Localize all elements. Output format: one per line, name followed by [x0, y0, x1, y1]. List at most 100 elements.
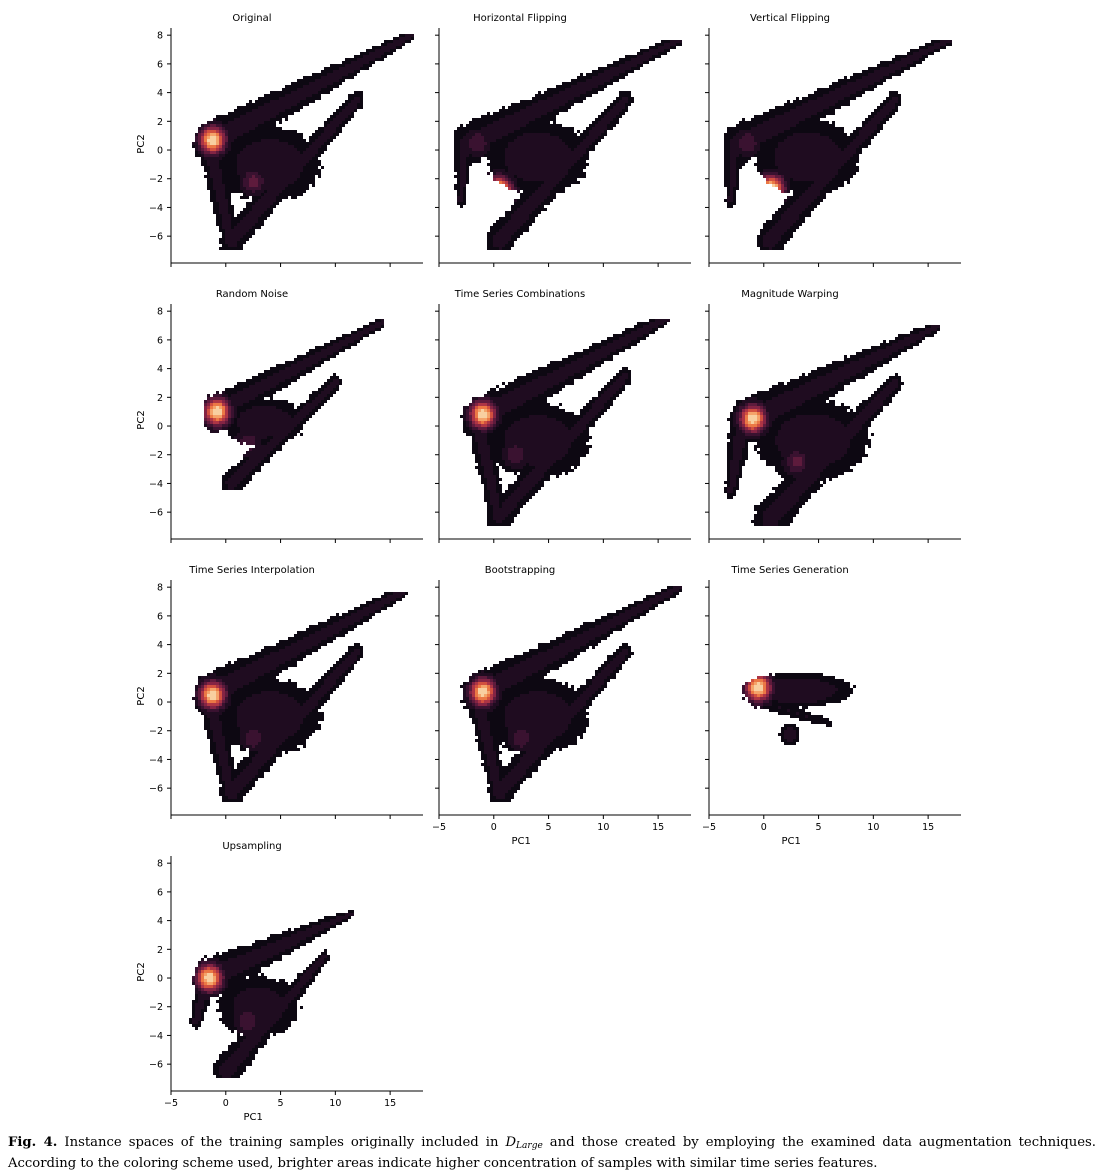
heatmap-cell [261, 130, 264, 133]
heatmap-cell [601, 67, 604, 70]
heatmap-cell [751, 118, 754, 121]
heatmap-cell [934, 40, 937, 43]
heatmap-cell [526, 202, 529, 205]
heatmap-cell [261, 100, 264, 103]
heatmap-cell [514, 127, 517, 130]
heatmap-cell [457, 172, 460, 175]
heatmap-cell [646, 61, 649, 64]
heatmap-cell [616, 67, 619, 70]
heatmap-cell [457, 202, 460, 205]
heatmap-cell [523, 121, 526, 124]
heatmap-cell [778, 166, 781, 169]
heatmap-cell [889, 67, 892, 70]
heatmap-cell [853, 169, 856, 172]
heatmap-cell [306, 79, 309, 82]
heatmap-cell [216, 202, 219, 205]
heatmap-cell [568, 130, 571, 133]
heatmap-cell [850, 85, 853, 88]
heatmap-cell [748, 130, 751, 133]
heatmap-cell [526, 118, 529, 121]
heatmap-cell [541, 187, 544, 190]
heatmap-cell [282, 145, 285, 148]
heatmap-cell [222, 136, 225, 139]
heatmap-cell [520, 196, 523, 199]
heatmap-cell [931, 40, 934, 43]
heatmap-cell [228, 241, 231, 244]
heatmap-cell [547, 172, 550, 175]
heatmap-cell [529, 220, 532, 223]
heatmap-cell [880, 112, 883, 115]
heatmap-cell [610, 127, 613, 130]
heatmap-cell [255, 103, 258, 106]
heatmap-cell [796, 169, 799, 172]
heatmap-cell [249, 193, 252, 196]
heatmap-cell [805, 160, 808, 163]
heatmap-cell [204, 142, 207, 145]
heatmap-cell [252, 178, 255, 181]
heatmap-cell [619, 109, 622, 112]
heatmap-cell [309, 91, 312, 94]
heatmap-cell [291, 163, 294, 166]
heatmap-cell [390, 40, 393, 43]
heatmap-cell [529, 223, 532, 226]
heatmap-cell [892, 67, 895, 70]
heatmap-cell [553, 172, 556, 175]
heatmap-cell [505, 115, 508, 118]
heatmap-cell [772, 145, 775, 148]
heatmap-cell [469, 154, 472, 157]
heatmap-cell [496, 133, 499, 136]
heatmap-cell [766, 124, 769, 127]
heatmap-cell [811, 199, 814, 202]
heatmap-cell [766, 112, 769, 115]
heatmap-cell [493, 154, 496, 157]
heatmap-cell [523, 214, 526, 217]
heatmap-cell [354, 67, 357, 70]
heatmap-cell [766, 136, 769, 139]
heatmap-cell [472, 130, 475, 133]
heatmap-cell [312, 184, 315, 187]
heatmap-cell [826, 103, 829, 106]
heatmap-cell [529, 178, 532, 181]
heatmap-cell [541, 202, 544, 205]
heatmap-cell [291, 103, 294, 106]
heatmap-cell [859, 127, 862, 130]
heatmap-cell [246, 106, 249, 109]
heatmap-cell [547, 124, 550, 127]
heatmap-cell [544, 163, 547, 166]
heatmap-cell [321, 70, 324, 73]
heatmap-cell [562, 166, 565, 169]
heatmap-cell [195, 139, 198, 142]
heatmap-cell [288, 145, 291, 148]
heatmap-cell [772, 169, 775, 172]
heatmap-cell [832, 166, 835, 169]
heatmap-cell [261, 184, 264, 187]
heatmap-cell [544, 145, 547, 148]
heatmap-cell [255, 217, 258, 220]
heatmap-cell [784, 133, 787, 136]
heatmap-cell [475, 118, 478, 121]
heatmap-cell [526, 190, 529, 193]
heatmap-cell [276, 172, 279, 175]
heatmap-cell [658, 46, 661, 49]
heatmap-cell [282, 169, 285, 172]
heatmap-cell [246, 103, 249, 106]
heatmap-cell [330, 115, 333, 118]
heatmap-cell [787, 136, 790, 139]
heatmap-cell [571, 133, 574, 136]
heatmap-cell [243, 160, 246, 163]
heatmap-cell [360, 55, 363, 58]
heatmap-cell [886, 67, 889, 70]
heatmap-cell [249, 109, 252, 112]
heatmap-cell [784, 181, 787, 184]
heatmap-cell [240, 163, 243, 166]
heatmap-cell [799, 145, 802, 148]
heatmap-cell [580, 91, 583, 94]
heatmap-cell [490, 121, 493, 124]
heatmap-cell [616, 112, 619, 115]
heatmap-cell [736, 163, 739, 166]
heatmap-cell [234, 238, 237, 241]
heatmap-cell [285, 193, 288, 196]
heatmap-cell [210, 139, 213, 142]
heatmap-cell [523, 187, 526, 190]
heatmap-cell [538, 193, 541, 196]
